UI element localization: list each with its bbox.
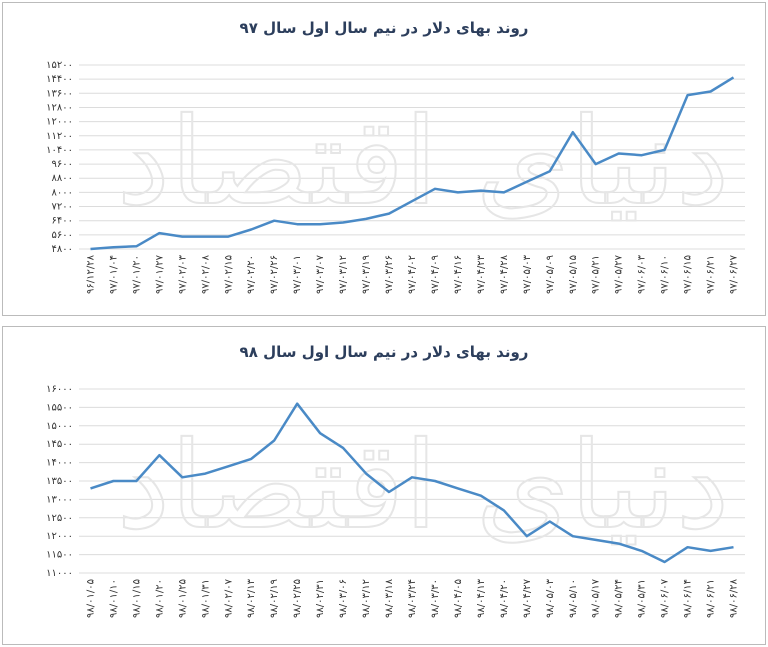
y-tick-label: ۱۲۰۰۰ — [46, 117, 73, 128]
x-tick-label: ۹۷/۰۴/۱۶ — [453, 255, 464, 294]
x-tick-label: ۹۷/۰۶/۲۱ — [706, 255, 717, 294]
y-tick-label: ۱۴۵۰۰ — [46, 439, 73, 450]
y-tick-label: ۹۶۰۰ — [52, 159, 73, 170]
x-tick-label: ۹۷/۰۴/۰۹ — [430, 255, 441, 294]
x-tick-label: ۹۷/۰۲/۱۵ — [223, 255, 234, 294]
y-tick-label: ۱۳۶۰۰ — [46, 88, 73, 99]
y-tick-label: ۱۱۲۰۰ — [46, 131, 73, 142]
x-tick-label: ۹۸/۰۵/۳۱ — [637, 579, 648, 618]
x-tick-label: ۹۷/۰۶/۰۳ — [637, 254, 648, 294]
y-tick-label: ۱۳۵۰۰ — [46, 476, 73, 487]
x-tick-label: ۹۷/۰۲/۲۶ — [269, 255, 280, 294]
x-tick-label: ۹۸/۰۶/۲۱ — [706, 579, 717, 618]
x-tick-label: ۹۷/۰۳/۰۷ — [315, 254, 326, 294]
x-tick-label: ۹۸/۰۵/۰۳ — [545, 578, 556, 618]
y-tick-label: ۱۴۴۰۰ — [46, 74, 73, 85]
x-tick-label: ۹۸/۰۲/۱۳ — [246, 578, 257, 618]
x-tick-label: ۹۸/۰۴/۲۷ — [522, 578, 533, 618]
y-tick-label: ۸۰۰۰ — [52, 187, 73, 198]
x-tick-label: ۹۸/۰۳/۱۲ — [361, 579, 372, 618]
y-tick-label: ۸۸۰۰ — [52, 173, 73, 184]
x-tick-label: ۹۷/۰۲/۰۳ — [177, 254, 188, 294]
x-tick-label: ۹۸/۰۵/۲۴ — [614, 579, 625, 618]
x-tick-label: ۹۸/۰۶/۱۴ — [683, 579, 694, 618]
x-tick-label: ۹۸/۰۲/۳۱ — [315, 579, 326, 618]
watermark: دنیای اقتصاد — [117, 93, 730, 232]
x-tick-label: ۹۷/۰۴/۲۳ — [476, 254, 487, 294]
x-tick-label: ۹۷/۰۵/۱۵ — [568, 255, 579, 294]
x-tick-label: ۹۸/۰۵/۱۰ — [568, 579, 579, 618]
x-tick-label: ۹۷/۰۱/۰۴ — [108, 255, 119, 294]
y-tick-label: ۶۴۰۰ — [52, 216, 73, 227]
y-tick-label: ۱۲۸۰۰ — [46, 102, 73, 113]
y-tick-label: ۱۲۰۰۰ — [46, 531, 73, 542]
chart: روند بهای دلار در نیم سال اول سال ۹۸ ۱۱۰۰… — [46, 343, 745, 618]
x-tick-label: ۹۷/۰۳/۰۱ — [292, 255, 303, 294]
x-tick-label: ۹۷/۰۳/۱۹ — [361, 255, 372, 294]
x-tick-label: ۹۷/۰۴/۰۲ — [407, 255, 418, 294]
x-tick-label: ۹۸/۰۲/۱۹ — [269, 579, 280, 618]
x-tick-label: ۹۸/۰۳/۳۰ — [430, 579, 441, 618]
chart-title: روند بهای دلار در نیم سال اول سال ۹۷ — [240, 19, 529, 37]
x-tick-label: ۹۸/۰۳/۲۴ — [407, 579, 418, 618]
x-tick-label: ۹۷/۰۲/۰۸ — [200, 254, 211, 294]
y-tick-label: ۱۶۰۰۰ — [46, 384, 73, 395]
x-tick-label: ۹۷/۰۶/۱۵ — [683, 255, 694, 294]
x-tick-label: ۹۸/۰۱/۱۵ — [131, 579, 142, 618]
x-tick-label: ۹۸/۰۴/۲۰ — [499, 579, 510, 618]
x-tick-label: ۹۸/۰۳/۱۸ — [384, 578, 395, 618]
chart-title: روند بهای دلار در نیم سال اول سال ۹۸ — [240, 343, 529, 361]
y-tick-label: ۴۸۰۰ — [52, 244, 73, 255]
x-tick-label: ۹۷/۰۲/۲۰ — [246, 255, 257, 294]
x-tick-label: ۹۷/۰۵/۰۹ — [545, 255, 556, 294]
x-tick-label: ۹۸/۰۴/۱۳ — [476, 578, 487, 618]
y-tick-label: ۱۵۰۰۰ — [46, 421, 73, 432]
x-tick-label: ۹۷/۰۱/۲۰ — [131, 255, 142, 294]
x-tick-label: ۹۸/۰۱/۳۱ — [200, 579, 211, 618]
y-tick-label: ۱۱۰۰۰ — [46, 568, 73, 579]
x-tick-label: ۹۸/۰۳/۰۶ — [338, 579, 349, 618]
x-tick-label: ۹۸/۰۱/۲۵ — [177, 579, 188, 618]
x-tick-label: ۹۷/۰۱/۲۷ — [154, 254, 165, 294]
chart-panel: روند بهای دلار در نیم سال اول سال ۹۷ ۴۸۰۰… — [2, 2, 766, 316]
line — [90, 402, 734, 564]
x-tick-label: ۹۸/۰۴/۰۵ — [453, 579, 464, 618]
y-tick-label: ۱۱۵۰۰ — [46, 550, 73, 561]
x-tick-label: ۹۸/۰۱/۰۵ — [85, 579, 96, 618]
x-tick-label: ۹۷/۰۵/۰۳ — [522, 254, 533, 294]
y-tick-label: ۷۲۰۰ — [52, 202, 73, 213]
x-tick-label: ۹۸/۰۶/۰۷ — [660, 578, 671, 618]
y-tick-label: ۱۵۵۰۰ — [46, 402, 73, 413]
chart: روند بهای دلار در نیم سال اول سال ۹۷ ۴۸۰۰… — [46, 19, 745, 294]
x-tick-label: ۹۸/۰۱/۲۰ — [154, 579, 165, 618]
y-tick-label: ۱۰۴۰۰ — [46, 145, 73, 156]
x-tick-label: ۹۶/۱۲/۲۸ — [85, 254, 96, 294]
y-tick-label: ۱۲۵۰۰ — [46, 513, 73, 524]
y-tick-label: ۱۳۰۰۰ — [46, 494, 73, 505]
y-tick-label: ۱۴۰۰۰ — [46, 458, 73, 469]
x-tick-label: ۹۷/۰۶/۲۷ — [729, 254, 740, 294]
x-tick-label: ۹۷/۰۳/۱۲ — [338, 255, 349, 294]
x-tick-label: ۹۷/۰۳/۲۶ — [384, 255, 395, 294]
y-tick-label: ۱۵۲۰۰ — [46, 60, 73, 71]
line — [90, 76, 735, 251]
x-tick-label: ۹۷/۰۶/۱۰ — [660, 255, 671, 294]
x-tick-label: ۹۷/۰۵/۲۷ — [614, 254, 625, 294]
watermark: دنیای اقتصاد — [117, 417, 730, 556]
x-tick-label: ۹۸/۰۱/۱۰ — [108, 579, 119, 618]
x-tick-label: ۹۸/۰۶/۲۸ — [729, 578, 740, 618]
x-tick-label: ۹۷/۰۴/۲۸ — [499, 254, 510, 294]
x-tick-label: ۹۸/۰۲/۰۷ — [223, 578, 234, 618]
x-tick-label: ۹۸/۰۲/۲۵ — [292, 579, 303, 618]
y-tick-label: ۵۶۰۰ — [52, 230, 73, 241]
x-tick-label: ۹۷/۰۵/۲۱ — [591, 255, 602, 294]
x-tick-label: ۹۸/۰۵/۱۷ — [591, 578, 602, 618]
chart-panel: روند بهای دلار در نیم سال اول سال ۹۸ ۱۱۰۰… — [2, 326, 766, 645]
